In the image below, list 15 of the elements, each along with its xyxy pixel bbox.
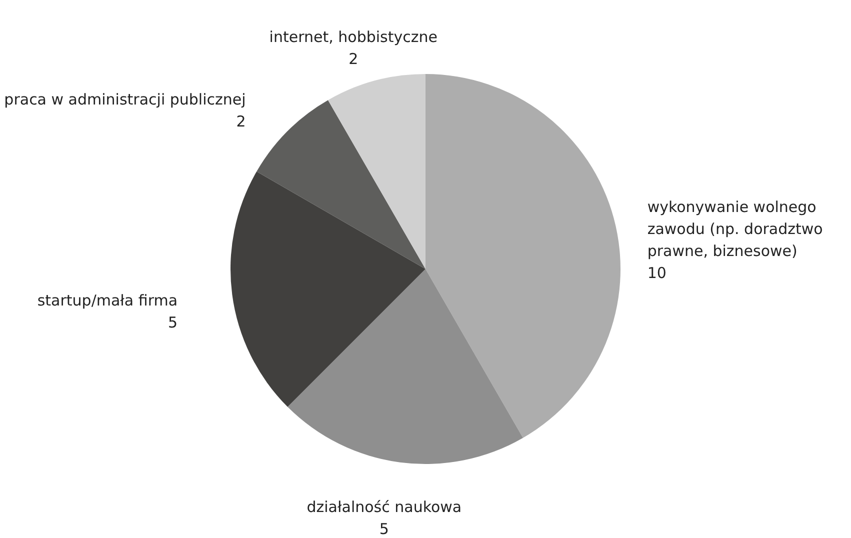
- slice-label: internet, hobbistyczne: [269, 28, 438, 46]
- pie-slice: [328, 74, 426, 269]
- data-label: 2: [236, 112, 246, 130]
- data-label: 10: [647, 264, 666, 282]
- data-label: 5: [379, 520, 389, 538]
- data-label: 2: [348, 50, 358, 68]
- data-label: 5: [168, 313, 178, 332]
- pie-slice: [288, 269, 523, 464]
- slice-label: działalność naukowa: [306, 498, 462, 516]
- slice-label: praca w administracji publicznej: [4, 90, 246, 108]
- slice-label: startup/mała firma: [37, 291, 178, 310]
- slice-label: wykonywanie wolnego zawodu (np. doradztwo prawne, biznesowe): [647, 198, 823, 260]
- pie-slice: [256, 100, 426, 269]
- pie-slice: [230, 172, 426, 407]
- pie-slice: [426, 74, 620, 438]
